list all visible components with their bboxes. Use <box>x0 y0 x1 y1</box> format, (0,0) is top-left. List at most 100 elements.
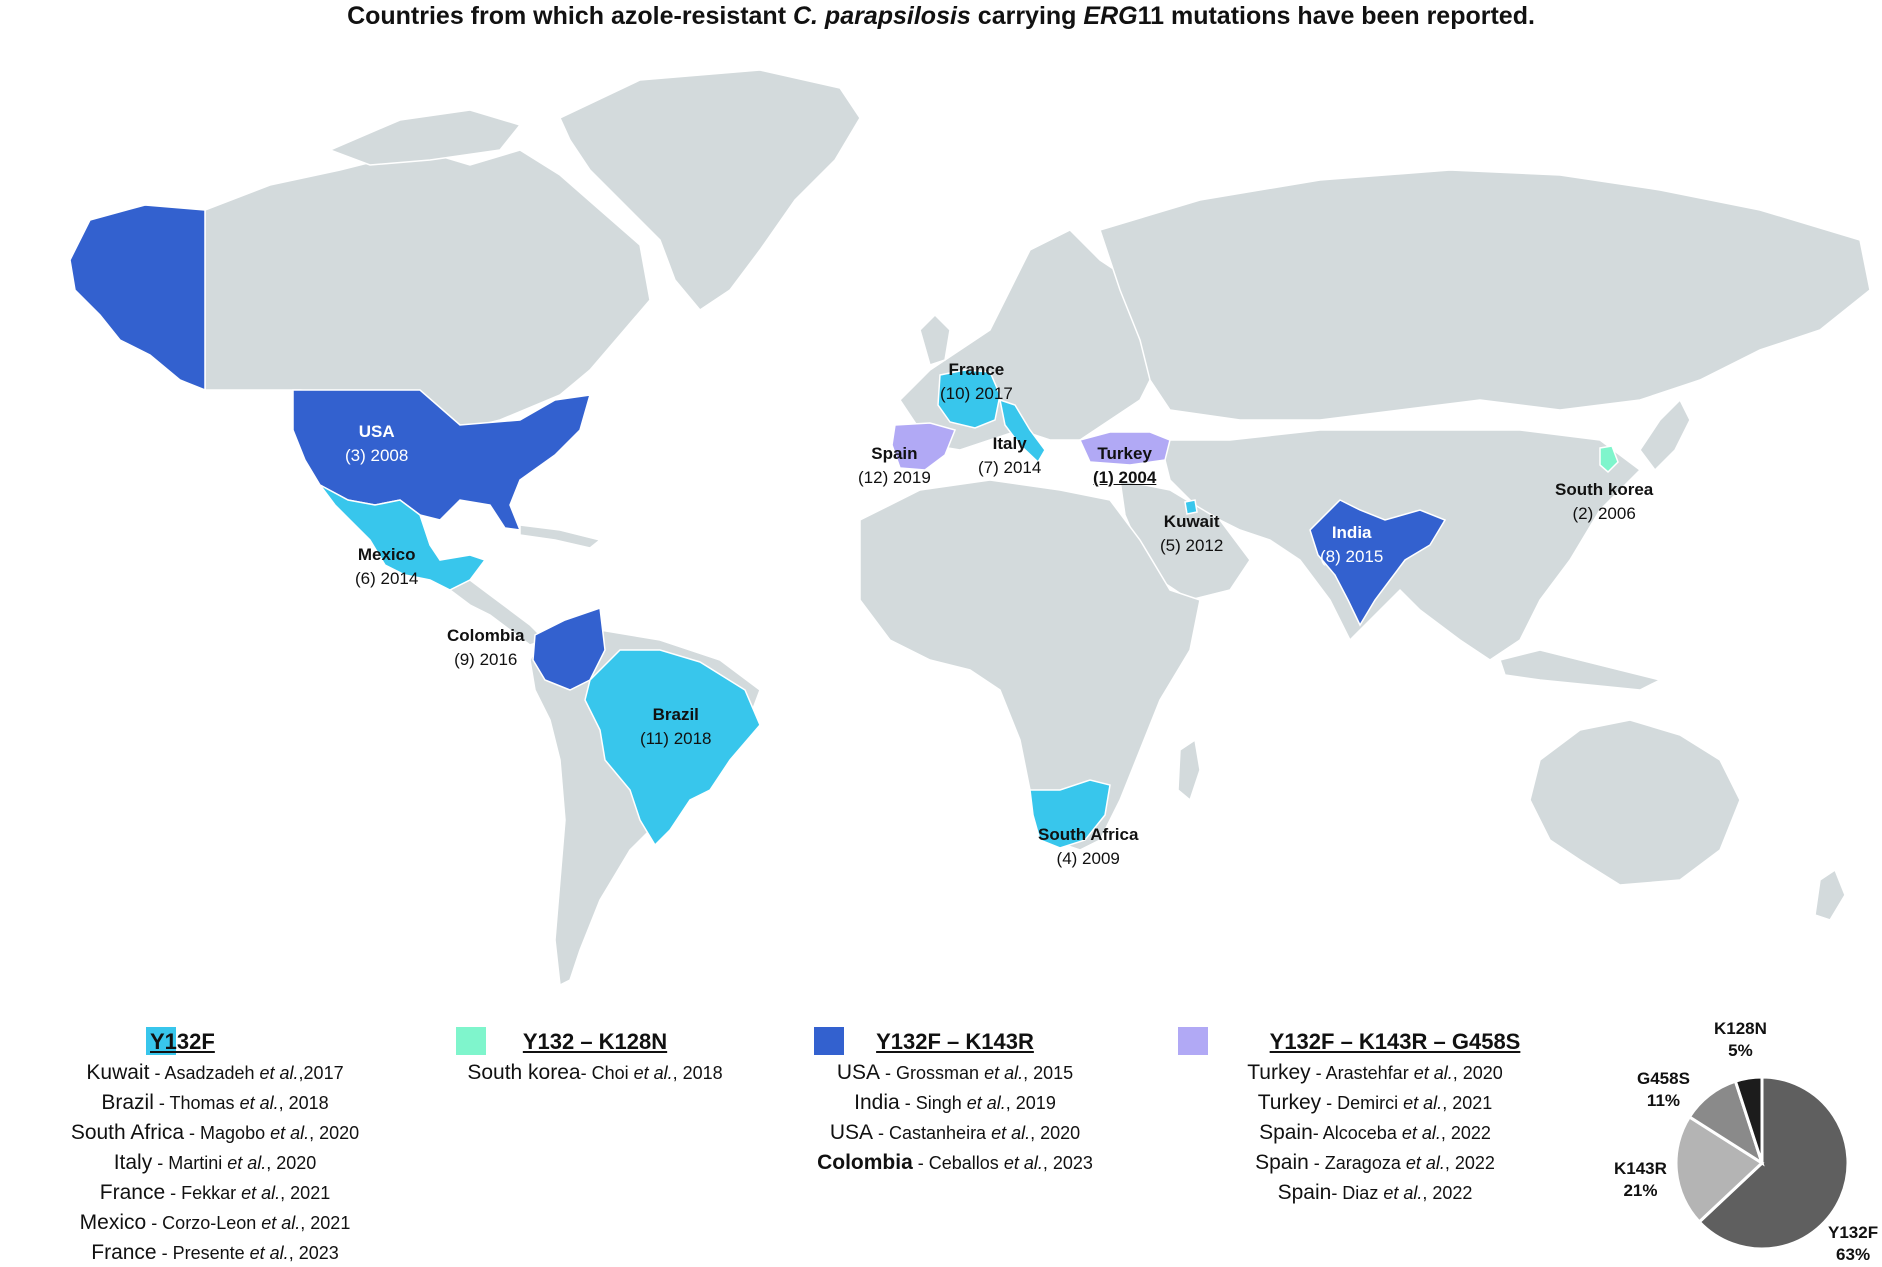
label-kuwait: Kuwait (5) 2012 <box>1160 510 1223 558</box>
legend-ref: France - Fekkar et al., 2021 <box>50 1178 380 1208</box>
india <box>1309 499 1447 627</box>
swatch-y132f-k143r-g458s <box>1178 1027 1208 1055</box>
legend-ref: France - Presente et al., 2023 <box>50 1238 380 1267</box>
ref-country: Turkey <box>1247 1061 1311 1084</box>
country-note: (1) 2004 <box>1093 468 1157 487</box>
ref-year: , 2020 <box>1452 1063 1503 1083</box>
slice-name: Y132F <box>1828 1223 1879 1242</box>
ref-country: Turkey <box>1257 1091 1322 1114</box>
country-note: (10) 2017 <box>940 384 1013 403</box>
ref-year: , 2020 <box>266 1153 317 1173</box>
country-note: (5) 2012 <box>1160 536 1224 555</box>
ref-year: , 2022 <box>1444 1153 1495 1173</box>
ref-etal: et al. <box>227 1153 267 1173</box>
ref-author: - Demirci <box>1321 1093 1404 1113</box>
ref-year: , 2022 <box>1440 1123 1491 1143</box>
country-note: (11) 2018 <box>640 729 712 748</box>
ref-country: Spain <box>1255 1151 1309 1174</box>
ref-etal: et al. <box>239 1093 279 1113</box>
swatch-y132-k128n <box>456 1027 486 1055</box>
label-brazil: Brazil (11) 2018 <box>640 703 712 751</box>
legend-title: Y132F <box>150 1029 215 1054</box>
legend-ref: Italy - Martini et al., 2020 <box>50 1148 380 1178</box>
label-india: India (8) 2015 <box>1320 521 1383 569</box>
ref-country: Brazil <box>101 1091 154 1114</box>
pie-label-k128n: K128N 5% <box>1714 1018 1767 1062</box>
ref-country: France <box>99 1181 166 1204</box>
ref-author: - Ceballos <box>912 1153 1004 1173</box>
legend-ref: Mexico - Corzo-Leon et al., 2021 <box>50 1208 380 1238</box>
ref-year: ,2017 <box>298 1063 344 1083</box>
australia <box>1529 719 1741 886</box>
ref-country: Italy <box>113 1151 153 1174</box>
ref-country: India <box>854 1091 900 1114</box>
russia <box>1099 169 1871 421</box>
title-gene: ERG <box>1083 2 1138 30</box>
country-name: USA <box>358 422 395 441</box>
country-name: Italy <box>992 434 1027 453</box>
mexico <box>319 484 487 591</box>
usa <box>292 389 592 531</box>
ref-etal: et al. <box>270 1123 310 1143</box>
pie-slice-y132f <box>1697 1075 1850 1251</box>
label-spain: Spain (12) 2019 <box>858 442 931 490</box>
mutation-pie-chart <box>1674 1075 1850 1251</box>
ref-author: - Singh <box>899 1093 967 1113</box>
ref-author: - Martini <box>152 1153 228 1173</box>
pie-label-g458s: G458S 11% <box>1637 1068 1690 1112</box>
ref-author: - Grossman <box>880 1063 985 1083</box>
new-zealand <box>1814 868 1846 921</box>
ref-author: - Castanheira <box>873 1123 992 1143</box>
label-italy: Italy (7) 2014 <box>978 432 1041 480</box>
ref-author: - Asadzadeh <box>149 1063 260 1083</box>
slice-name: K143R <box>1614 1159 1667 1178</box>
ref-country: Colombia <box>817 1151 913 1174</box>
se-asia-islands <box>1499 649 1663 691</box>
ref-year: , 2023 <box>288 1243 339 1263</box>
legend-ref: USA - Castanheira et al., 2020 <box>785 1118 1125 1148</box>
japan <box>1639 398 1691 472</box>
legend-ref: Spain- Alcoceba et al., 2022 <box>1195 1118 1555 1148</box>
ref-year: , 2020 <box>309 1123 360 1143</box>
country-name: Spain <box>871 444 918 463</box>
ref-etal: et al. <box>259 1063 299 1083</box>
turkey <box>1078 431 1171 466</box>
country-name: South Africa <box>1038 825 1139 844</box>
ref-country: USA <box>836 1061 881 1084</box>
ref-author: - Arastehfar <box>1310 1063 1414 1083</box>
pie-slice-k128n <box>1733 1075 1764 1164</box>
legend-refs: USA - Grossman et al., 2015 India - Singh… <box>785 1058 1125 1178</box>
title-text-1: Countries from which azole-resistant <box>347 2 793 30</box>
legend-ref: Turkey - Demirci et al., 2021 <box>1195 1088 1555 1118</box>
ref-author: - Alcoceba <box>1312 1123 1402 1143</box>
spain <box>891 422 957 471</box>
ref-country: Mexico <box>79 1211 147 1234</box>
greenland <box>559 69 861 311</box>
legend-ref: India - Singh et al., 2019 <box>785 1088 1125 1118</box>
ref-year: , 2021 <box>1442 1093 1493 1113</box>
ref-author: - Thomas <box>153 1093 240 1113</box>
label-turkey: Turkey (1) 2004 <box>1093 442 1156 490</box>
ref-etal: et al. <box>1383 1183 1423 1203</box>
ref-country: Spain <box>1277 1181 1332 1204</box>
brazil <box>584 649 761 847</box>
legend-ref: USA - Grossman et al., 2015 <box>785 1058 1125 1088</box>
legend-y132-k128n: Y132 – K128N South korea- Choi et al., 2… <box>425 1026 765 1088</box>
italy <box>999 398 1046 464</box>
africa <box>859 479 1201 851</box>
ref-country: USA <box>829 1121 874 1144</box>
label-south-korea: South korea (2) 2006 <box>1555 478 1653 526</box>
ref-country: South Africa <box>70 1121 185 1144</box>
label-usa: USA (3) 2008 <box>345 420 408 468</box>
ref-country: Spain <box>1259 1121 1313 1144</box>
ref-year: , 2015 <box>1023 1063 1074 1083</box>
ref-author: - Corzo-Leon <box>146 1213 262 1233</box>
ref-author: - Diaz <box>1331 1183 1384 1203</box>
legend-title: Y132F – K143R – G458S <box>1269 1029 1521 1054</box>
country-name: South korea <box>1555 480 1654 499</box>
legend-refs: Kuwait - Asadzadeh et al.,2017 Brazil - T… <box>50 1058 380 1267</box>
ref-year: , 2020 <box>1030 1123 1081 1143</box>
ref-etal: et al. <box>1405 1153 1445 1173</box>
country-name: Mexico <box>357 545 416 564</box>
